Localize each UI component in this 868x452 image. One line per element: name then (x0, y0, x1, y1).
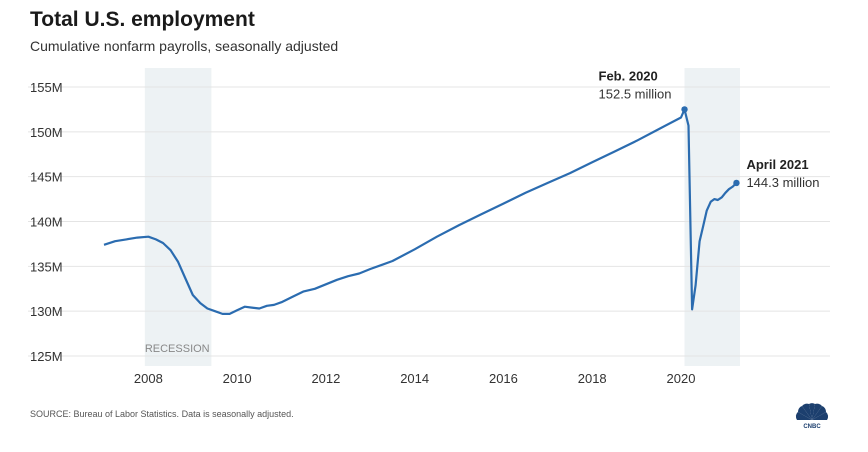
x-tick-label: 2016 (489, 371, 518, 386)
chart-subtitle: Cumulative nonfarm payrolls, seasonally … (30, 38, 339, 54)
y-axis-ticks: 125M 130M 135M 140M 145M 150M 155M (30, 80, 63, 364)
svg-text:CNBC: CNBC (803, 424, 821, 430)
annotation-title-0: Feb. 2020 (599, 68, 658, 83)
shaded-region-0 (144, 68, 212, 366)
cnbc-peacock-logo-icon: CNBC (795, 403, 829, 430)
x-tick-label: 2020 (667, 371, 696, 386)
y-tick-label: 145M (30, 170, 63, 185)
x-tick-label: 2008 (134, 371, 163, 386)
annotation-text-0: 152.5 million (599, 86, 672, 101)
y-tick-label: 140M (30, 215, 63, 230)
chart-title: Total U.S. employment (30, 8, 255, 31)
y-tick-label: 130M (30, 304, 63, 319)
annotation-point-0 (681, 106, 688, 113)
x-tick-label: 2014 (400, 371, 429, 386)
series-lines (103, 108, 738, 315)
chart-area: RECESSION 125M 130M 135M 140M 145M 150M 155M 2… (28, 68, 830, 386)
x-axis-ticks: 2008 2010 2012 2014 2016 2018 2020 (134, 371, 696, 386)
source-note: SOURCE: Bureau of Labor Statistics. Data… (30, 409, 294, 419)
y-tick-label: 155M (30, 80, 63, 95)
y-tick-label: 125M (30, 349, 63, 364)
x-tick-label: 2010 (223, 371, 252, 386)
x-tick-label: 2012 (311, 371, 340, 386)
shaded-region-label: RECESSION (145, 343, 210, 355)
annotation-title-1: April 2021 (746, 157, 808, 172)
annotations: Feb. 2020 152.5 million April 2021 144.3 mi… (599, 68, 820, 190)
y-tick-label: 135M (30, 259, 63, 274)
annotation-point-1 (733, 179, 740, 187)
y-tick-label: 150M (30, 125, 63, 140)
shaded-region-1 (684, 68, 740, 366)
shaded-regions: RECESSION (144, 68, 740, 366)
x-tick-label: 2018 (578, 371, 607, 386)
series-line-0 (103, 108, 738, 315)
annotation-text-1: 144.3 million (746, 175, 819, 190)
